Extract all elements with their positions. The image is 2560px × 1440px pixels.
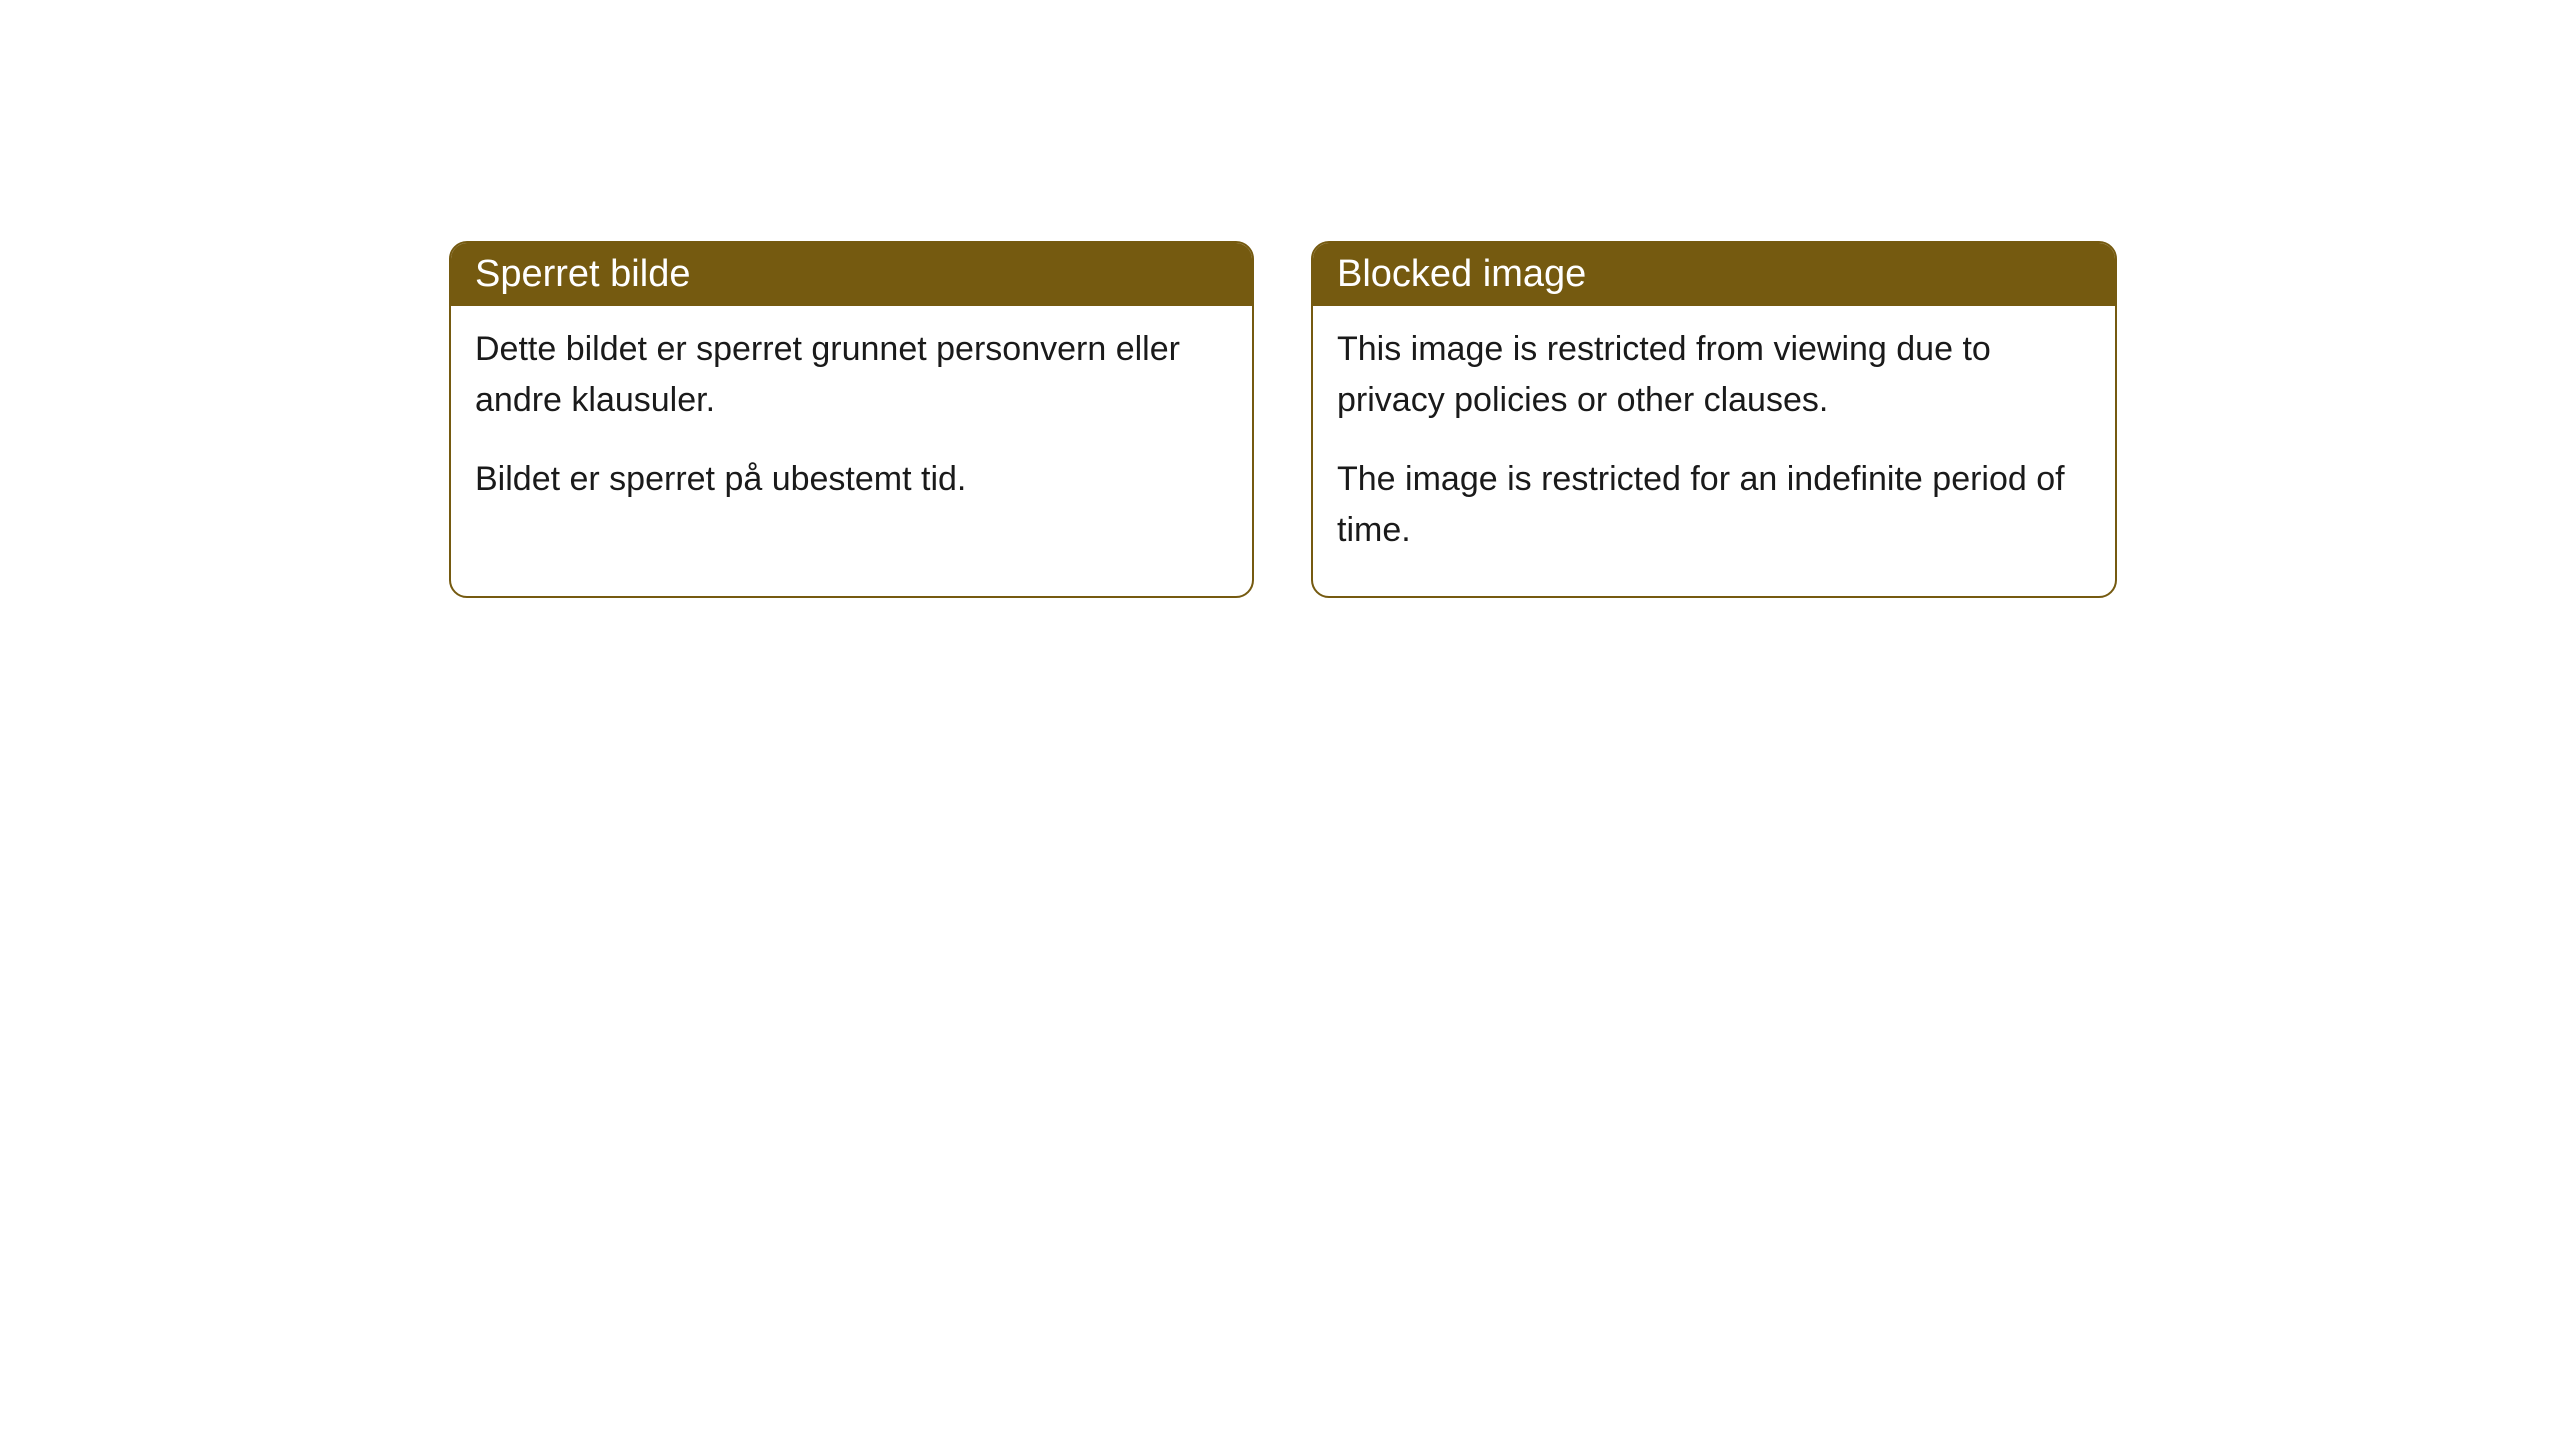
card-norwegian: Sperret bilde Dette bildet er sperret gr…	[449, 241, 1254, 598]
card-english: Blocked image This image is restricted f…	[1311, 241, 2117, 598]
card-header-norwegian: Sperret bilde	[451, 243, 1252, 306]
card-body-norwegian: Dette bildet er sperret grunnet personve…	[451, 306, 1252, 545]
card-paragraph-1-english: This image is restricted from viewing du…	[1337, 324, 2091, 426]
card-paragraph-1-norwegian: Dette bildet er sperret grunnet personve…	[475, 324, 1228, 426]
card-paragraph-2-english: The image is restricted for an indefinit…	[1337, 454, 2091, 556]
card-header-english: Blocked image	[1313, 243, 2115, 306]
cards-container: Sperret bilde Dette bildet er sperret gr…	[449, 241, 2117, 598]
card-title-english: Blocked image	[1337, 253, 1586, 295]
card-paragraph-2-norwegian: Bildet er sperret på ubestemt tid.	[475, 454, 1228, 505]
card-title-norwegian: Sperret bilde	[475, 253, 690, 295]
card-body-english: This image is restricted from viewing du…	[1313, 306, 2115, 596]
